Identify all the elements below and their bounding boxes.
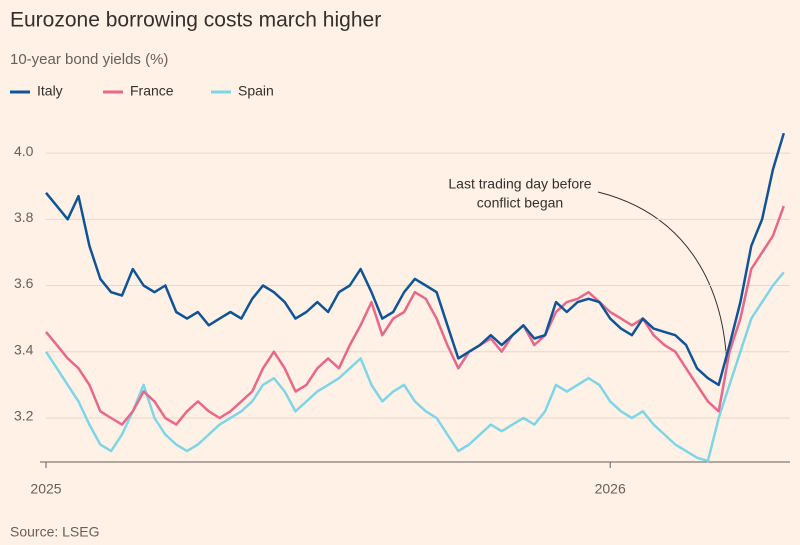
annotation-text: conflict began (477, 195, 563, 211)
legend-label: Italy (37, 83, 63, 99)
y-tick-label: 3.2 (14, 408, 34, 424)
y-tick-label: 3.4 (14, 341, 34, 357)
legend: Italy France Spain (10, 83, 274, 99)
source: Source: LSEG (10, 524, 100, 540)
y-tick-label: 4.0 (14, 143, 34, 159)
legend-label: France (130, 83, 174, 99)
x-tick-label: 2026 (595, 481, 626, 497)
legend-label: Spain (238, 83, 274, 99)
chart-subtitle: 10-year bond yields (%) (10, 51, 168, 68)
x-tick-label: 2025 (30, 481, 61, 497)
line-series (45, 205, 785, 426)
line-series (45, 132, 785, 387)
annotation-text: Last trading day before (448, 176, 591, 192)
chart-title: Eurozone borrowing costs march higher (10, 9, 381, 32)
y-tick-label: 3.6 (14, 275, 34, 291)
line-series (44, 271, 785, 463)
y-tick-label: 3.8 (14, 209, 34, 225)
annotation-arrow (597, 191, 728, 371)
